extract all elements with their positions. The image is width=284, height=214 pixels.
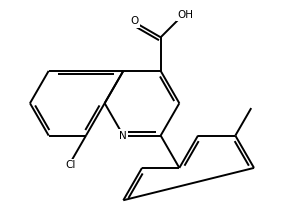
Text: OH: OH	[177, 9, 193, 19]
Text: Cl: Cl	[65, 160, 75, 170]
Text: N: N	[120, 131, 127, 141]
Text: O: O	[130, 16, 139, 26]
